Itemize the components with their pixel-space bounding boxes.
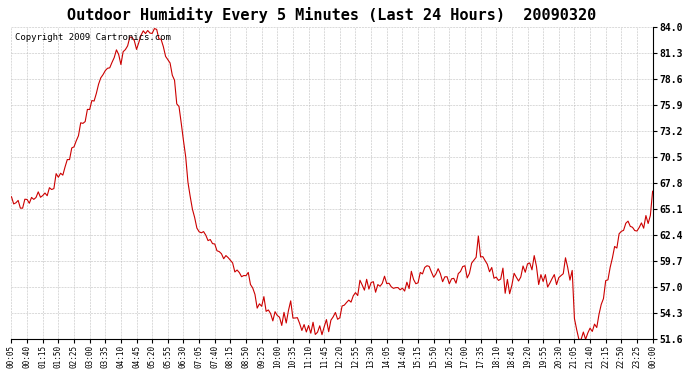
Text: Copyright 2009 Cartronics.com: Copyright 2009 Cartronics.com: [14, 33, 170, 42]
Title: Outdoor Humidity Every 5 Minutes (Last 24 Hours)  20090320: Outdoor Humidity Every 5 Minutes (Last 2…: [68, 7, 597, 23]
